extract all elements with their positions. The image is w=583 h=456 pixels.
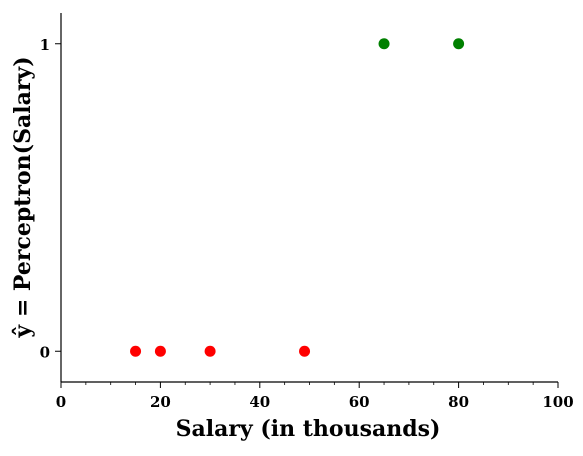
data-point bbox=[204, 345, 216, 357]
y-axis-label: ŷ = Perceptron(Salary) bbox=[10, 56, 36, 338]
data-point bbox=[154, 345, 166, 357]
x-axis-label: Salary (in thousands) bbox=[176, 416, 441, 442]
x-tick-label: 20 bbox=[150, 393, 171, 411]
data-points bbox=[130, 38, 465, 357]
data-point bbox=[378, 38, 390, 50]
x-tick-label: 80 bbox=[448, 393, 469, 411]
y-tick-label: 1 bbox=[40, 36, 50, 54]
data-point bbox=[299, 345, 311, 357]
x-tick-label: 100 bbox=[542, 393, 573, 411]
x-tick-label: 60 bbox=[349, 393, 370, 411]
data-point bbox=[130, 345, 142, 357]
data-point bbox=[453, 38, 465, 50]
ticks: 0 20 40 60 80 100 0 1 bbox=[40, 36, 574, 411]
y-tick-label: 0 bbox=[40, 343, 50, 361]
axes bbox=[60, 13, 558, 383]
x-tick-label: 0 bbox=[56, 393, 66, 411]
x-tick-label: 40 bbox=[249, 393, 270, 411]
